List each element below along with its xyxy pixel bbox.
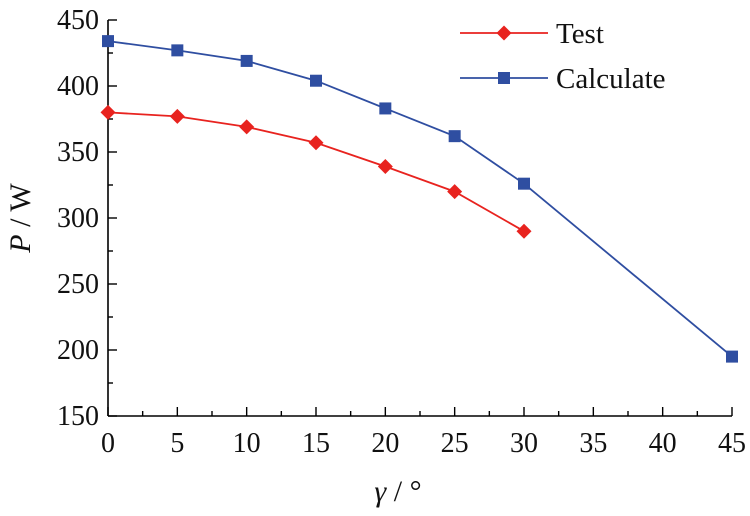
data-point-calculate	[310, 74, 322, 87]
x-tick-label: 30	[510, 428, 538, 459]
data-point-calculate	[379, 102, 392, 115]
y-tick-label: 300	[57, 203, 99, 234]
y-tick-label: 400	[57, 71, 99, 102]
legend-item-calculate: Calculate	[460, 63, 666, 95]
x-axis-title: γ / °	[374, 475, 421, 508]
data-point-test	[447, 184, 463, 200]
legend-item-test: Test	[460, 18, 604, 50]
legend: Test Calculate	[460, 18, 666, 95]
data-point-test	[516, 223, 532, 239]
x-tick-label: 15	[302, 428, 330, 459]
legend-label-test: Test	[556, 18, 604, 50]
x-tick-label: 45	[718, 428, 746, 459]
legend-label-calculate: Calculate	[556, 63, 666, 95]
y-tick-label: 150	[57, 401, 99, 432]
series-line-calculate	[107, 40, 733, 358]
data-point-calculate	[171, 44, 184, 57]
x-ticks: 0 5 10 15 20 25 30 35 40 45	[101, 407, 746, 459]
x-tick-label: 0	[101, 428, 115, 459]
y-tick-label: 250	[57, 269, 99, 300]
y-tick-label: 350	[57, 137, 99, 168]
x-axis-variable: γ	[374, 475, 387, 508]
x-tick-label: 10	[233, 428, 261, 459]
x-tick-label: 20	[371, 428, 399, 459]
y-tick-label: 200	[57, 335, 99, 366]
data-point-test	[239, 119, 255, 135]
x-tick-label: 35	[579, 428, 607, 459]
data-point-test	[308, 135, 324, 151]
y-axis-unit: W	[4, 183, 37, 212]
x-tick-label: 5	[170, 428, 184, 459]
series-calculate	[102, 35, 738, 363]
x-axis-unit: °	[410, 475, 422, 508]
data-point-calculate	[102, 35, 114, 48]
series-line-test	[107, 111, 525, 232]
y-axis-variable: P	[4, 234, 37, 253]
data-point-test	[377, 159, 393, 175]
y-ticks: 150 200 250 300 350 400 450	[57, 5, 117, 432]
legend-marker-test	[496, 25, 512, 41]
y-tick-label: 450	[57, 5, 99, 36]
data-point-calculate	[240, 54, 253, 67]
data-point-test	[169, 108, 185, 124]
x-tick-label: 25	[441, 428, 469, 459]
data-point-test	[100, 104, 116, 120]
data-point-calculate	[448, 130, 461, 143]
series-layer	[100, 35, 738, 363]
data-point-calculate	[518, 177, 530, 190]
series-test	[100, 104, 532, 239]
data-point-calculate	[726, 350, 738, 363]
x-tick-label: 40	[649, 428, 677, 459]
legend-marker-calculate	[498, 72, 510, 84]
y-axis-title: P / W	[4, 183, 37, 254]
